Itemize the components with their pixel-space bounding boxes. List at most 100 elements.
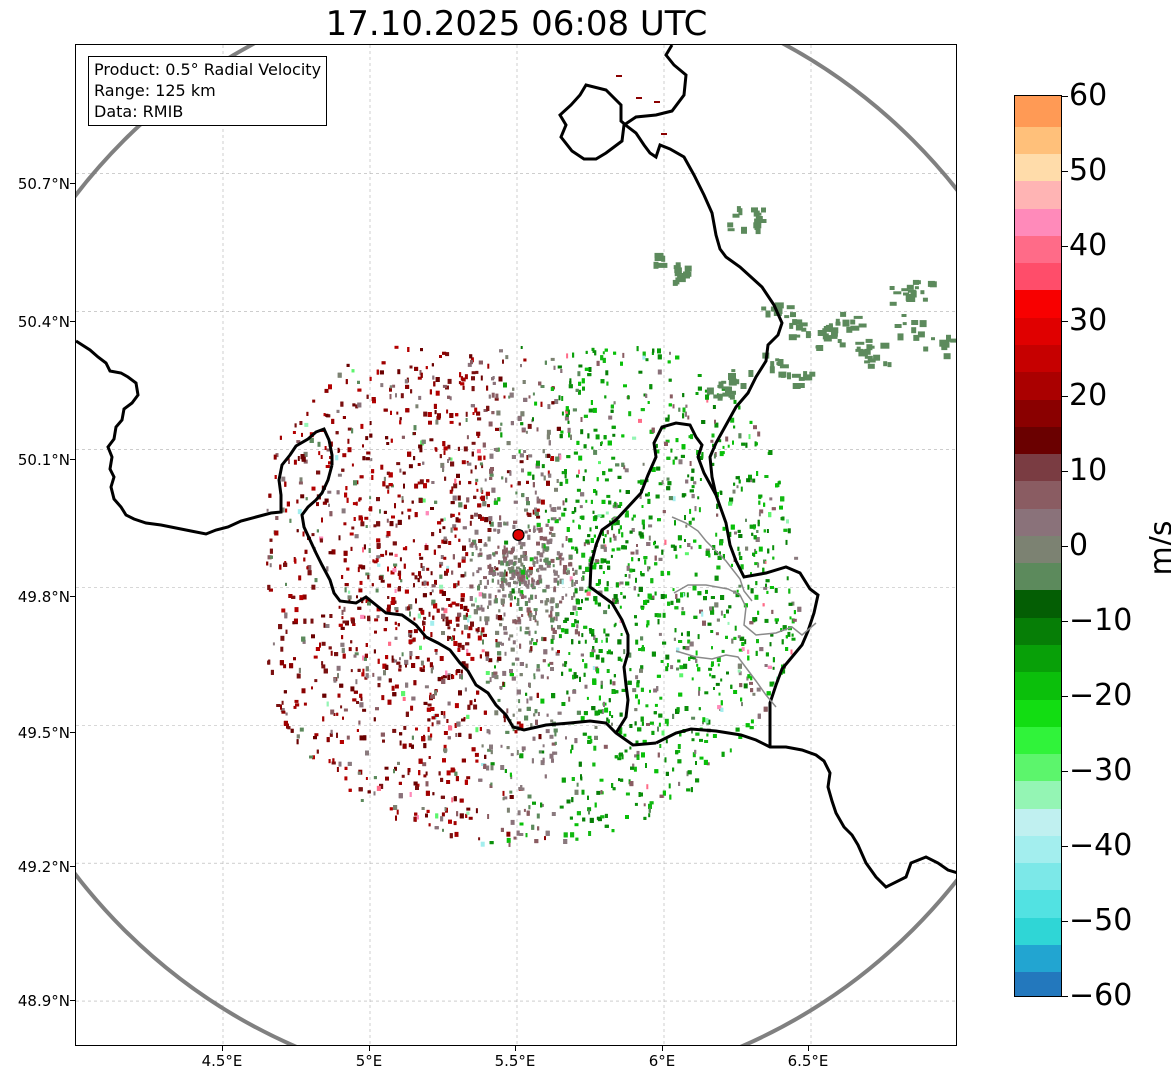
echo-cell (268, 493, 272, 498)
echo-cell (475, 482, 478, 486)
echo-cell (301, 432, 303, 437)
echo-cell (599, 565, 603, 570)
echo-cell (647, 566, 650, 572)
echo-cell (514, 596, 516, 600)
echo-cell (316, 749, 319, 754)
echo-cell (676, 598, 681, 603)
echo-cell (629, 781, 634, 787)
echo-cell (490, 750, 493, 755)
echo-cell (716, 565, 721, 570)
echo-cell (622, 352, 625, 358)
echo-cell (576, 710, 581, 715)
echo-cell (420, 563, 423, 568)
echo-cell (622, 595, 626, 599)
echo-cell (487, 536, 491, 542)
echo-cell (343, 558, 347, 563)
echo-cell (392, 384, 396, 388)
echo-cell (443, 711, 446, 717)
echo-cell (463, 605, 468, 611)
echo-cell (442, 618, 445, 622)
echo-cell (461, 675, 463, 680)
echo-cell (413, 456, 416, 461)
echo-cell (612, 598, 615, 603)
echo-cell (518, 787, 522, 791)
echo-cell (427, 726, 430, 732)
echo-cell (621, 462, 625, 467)
echo-cell (565, 736, 567, 740)
echo-cell (418, 607, 423, 611)
echo-cell (482, 639, 484, 645)
echo-cell (591, 633, 595, 637)
echo-cell (455, 733, 458, 737)
echo-cell (526, 512, 529, 516)
echo-cell (484, 754, 487, 759)
echo-cell (479, 548, 482, 552)
echo-cell (329, 614, 333, 618)
echo-cell (458, 512, 461, 516)
echo-cell (401, 499, 404, 503)
echo-cell (738, 734, 743, 739)
echo-cell (620, 658, 623, 662)
echo-cell (523, 595, 527, 599)
echo-cell (434, 826, 439, 830)
echo-cell (720, 595, 725, 600)
echo-cell (458, 502, 463, 508)
echo-cell (641, 721, 644, 726)
echo-cell (440, 711, 443, 715)
radar-velocity-map[interactable] (76, 45, 957, 1046)
echo-cell (350, 546, 353, 551)
echo-cell (502, 577, 506, 583)
echo-cell (629, 724, 633, 728)
echo-cell (425, 511, 429, 516)
echo-cell (621, 754, 624, 760)
echo-cell (453, 628, 456, 632)
echo-cell (351, 526, 355, 530)
echo-cell (559, 454, 562, 460)
echo-cell (556, 551, 560, 556)
echo-cell (781, 639, 784, 645)
echo-cell (517, 616, 521, 622)
echo-cell (331, 761, 336, 765)
echo-cell (629, 568, 633, 573)
echo-cell (521, 746, 526, 751)
echo-cell (397, 369, 401, 375)
echo-cell (675, 355, 680, 360)
echo-cell (512, 387, 515, 391)
echo-cell (388, 472, 393, 478)
echo-cell (455, 583, 458, 587)
echo-cell (578, 761, 582, 767)
echo-cell (391, 685, 395, 691)
echo-cell (584, 639, 587, 644)
echo-cell (725, 635, 728, 639)
echo-cell (722, 554, 725, 559)
echo-cell (344, 776, 348, 781)
echo-cell (387, 489, 390, 494)
echo-cell (756, 530, 759, 533)
echo-cell (762, 603, 765, 607)
echo-cell (648, 515, 653, 520)
echo-cell (518, 699, 521, 704)
echo-cell (475, 759, 479, 763)
echo-cell (611, 425, 616, 429)
echo-cell (690, 546, 693, 550)
echo-cell (517, 557, 522, 563)
echo-cell (489, 784, 493, 788)
echo-cell (422, 593, 427, 598)
echo-cell (474, 512, 478, 517)
echo-cell (296, 739, 299, 745)
echo-cell (498, 609, 501, 613)
echo-cell (451, 601, 456, 605)
echo-cell (733, 690, 738, 694)
echo-cell (303, 557, 306, 562)
echo-cell (318, 451, 321, 456)
echo-cell (457, 495, 461, 501)
radar-map-panel[interactable] (75, 44, 957, 1046)
echo-cell (442, 828, 444, 832)
echo-cell (739, 637, 744, 641)
echo-cell (516, 603, 520, 606)
echo-cell (780, 517, 785, 521)
echo-cell (468, 615, 472, 619)
echo-cell (503, 612, 506, 617)
echo-cell (670, 600, 674, 605)
echo-cell (769, 681, 774, 687)
